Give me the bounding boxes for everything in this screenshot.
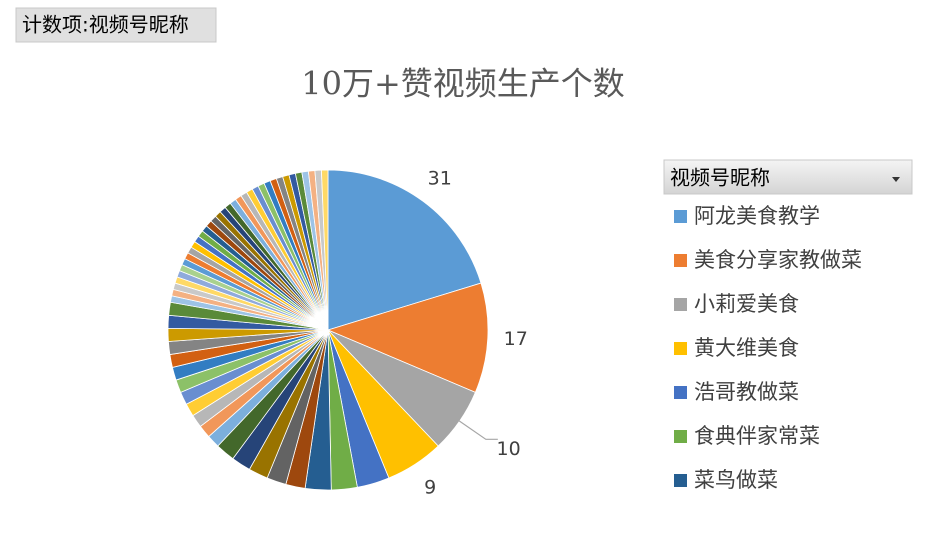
legend-label: 菜鸟做菜	[694, 468, 778, 492]
pie-slice	[321, 169, 329, 331]
data-label: 9	[424, 476, 436, 498]
chart-title: 10万+赞视频生产个数	[301, 65, 625, 103]
data-label: 31	[428, 167, 452, 189]
dropdown-arrow[interactable]	[892, 177, 900, 182]
legend-swatch	[674, 210, 687, 223]
legend-label: 美食分享家教做菜	[694, 248, 862, 272]
legend-label: 黄大维美食	[694, 336, 799, 360]
leader-line	[457, 419, 498, 440]
legend-label: 浩哥教做菜	[694, 380, 799, 404]
legend-swatch	[674, 386, 687, 399]
legend-header[interactable]	[663, 159, 913, 195]
legend-label: 小莉爱美食	[694, 292, 799, 316]
data-label: 17	[504, 328, 528, 350]
pie-slice	[326, 282, 489, 393]
legend-swatch	[674, 430, 687, 443]
field-button-label[interactable]: 计数项:视频号昵称	[22, 13, 189, 37]
legend-swatch	[674, 298, 687, 311]
legend-title: 视频号昵称	[670, 166, 770, 190]
data-label: 10	[497, 438, 521, 460]
legend-swatch	[674, 474, 687, 487]
pie-slice	[327, 169, 482, 331]
legend-label: 阿龙美食教学	[694, 204, 820, 228]
legend-swatch	[674, 342, 687, 355]
legend-label: 食典伴家常菜	[694, 424, 820, 448]
legend-swatch	[674, 254, 687, 267]
field-button[interactable]	[15, 7, 217, 43]
